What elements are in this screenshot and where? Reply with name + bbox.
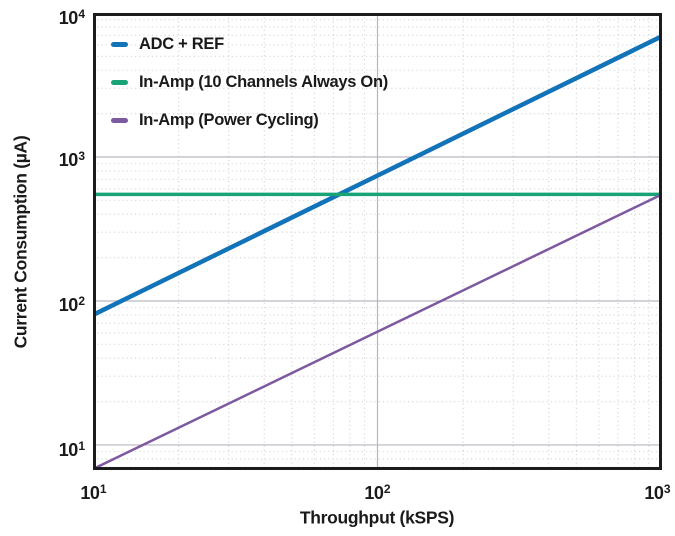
y-tick-1e1: 101 (58, 439, 85, 460)
legend-swatch-icon (111, 42, 128, 47)
plot-area (93, 13, 662, 470)
x-tick-1e3: 103 (644, 482, 671, 503)
legend-swatch-icon (111, 80, 128, 85)
plot-canvas (93, 13, 662, 470)
legend-label: In-Amp (10 Channels Always On) (139, 73, 388, 91)
x-axis-title: Throughput (kSPS) (299, 507, 455, 528)
x-tick-1e2: 102 (364, 482, 391, 503)
legend-label: In-Amp (Power Cycling) (139, 111, 319, 129)
legend-swatch-icon (111, 118, 128, 123)
x-tick-1e1: 101 (80, 482, 107, 503)
y-tick-1e4: 104 (58, 7, 85, 28)
legend-label: ADC + REF (139, 35, 224, 53)
y-tick-1e3: 103 (58, 149, 85, 170)
y-tick-1e2: 102 (58, 294, 85, 315)
legend-item-adc-ref: ADC + REF (111, 34, 388, 55)
legend: ADC + REF In-Amp (10 Channels Always On)… (111, 34, 388, 148)
y-axis-title: Current Consumption (µA) (10, 135, 31, 349)
legend-item-inamp-power-cycling: In-Amp (Power Cycling) (111, 110, 388, 131)
legend-item-inamp-always-on: In-Amp (10 Channels Always On) (111, 72, 388, 93)
